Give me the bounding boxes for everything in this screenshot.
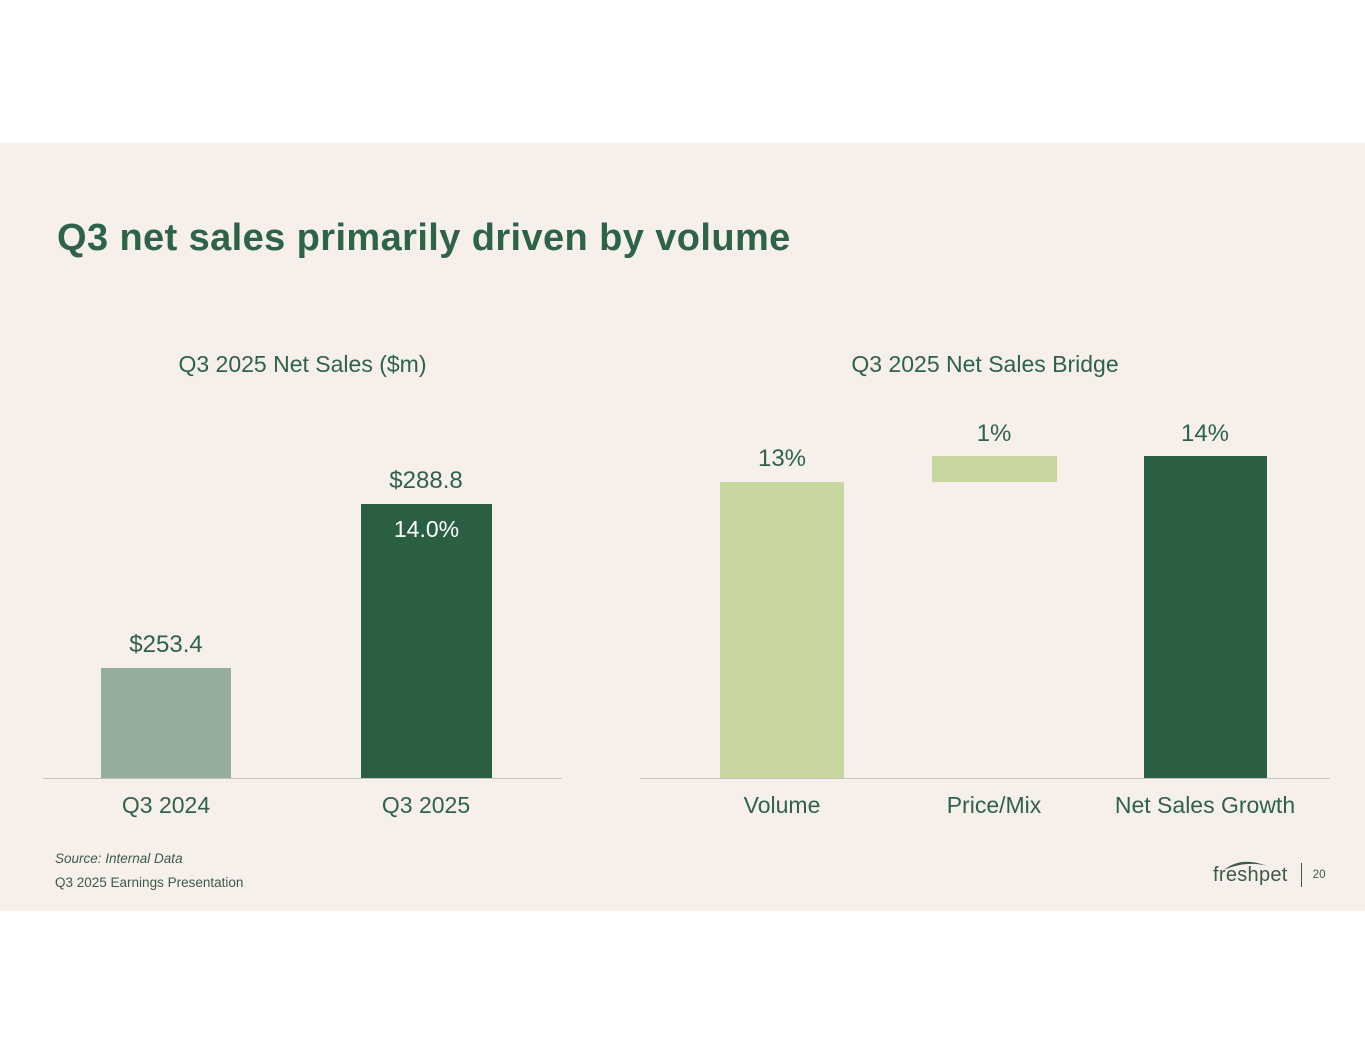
net-sales-growth-inner-label: 14.0% (393, 516, 460, 542)
freshpet-leaf-icon (1223, 855, 1269, 878)
freshpet-logo: freshpet (1213, 861, 1288, 887)
bridge-bar-price-mix (932, 456, 1057, 482)
bridge-axis-label-net-sales-growth: Net Sales Growth (1114, 792, 1296, 818)
net-sales-bar-q3-2025 (361, 504, 492, 778)
net-sales-value-q3-2025: $288.8 (389, 467, 463, 494)
bridge-bar-net-sales-growth (1144, 456, 1267, 778)
bridge-axis-label-price-mix: Price/Mix (946, 792, 1042, 818)
page-number: 20 (1312, 869, 1326, 881)
footer-logo-block: freshpet 20 (1213, 861, 1326, 887)
bridge-bar-volume (720, 482, 844, 778)
slide: Q3 net sales primarily driven by volume … (0, 143, 1365, 911)
bridge-value-net-sales-growth: 14% (1180, 420, 1230, 447)
footer-presentation-note: Q3 2025 Earnings Presentation (55, 875, 244, 890)
bridge-value-price-mix: 1% (976, 420, 1012, 447)
bridge-chart-baseline (640, 778, 1330, 779)
footer-divider (1300, 863, 1302, 887)
freshpet-wordmark-text: freshpet (1213, 863, 1288, 886)
bridge-chart-title: Q3 2025 Net Sales Bridge (851, 351, 1119, 377)
net-sales-axis-label-q3-2025: Q3 2025 (381, 792, 471, 818)
net-sales-axis-label-q3-2024: Q3 2024 (121, 792, 211, 818)
net-sales-bar-q3-2024 (101, 668, 231, 778)
net-sales-chart-title: Q3 2025 Net Sales ($m) (178, 351, 427, 377)
bridge-value-volume: 13% (757, 445, 807, 472)
slide-title: Q3 net sales primarily driven by volume (57, 217, 791, 259)
footer-source-note: Source: Internal Data (55, 851, 183, 866)
bridge-axis-label-volume: Volume (743, 792, 821, 818)
net-sales-chart-baseline (43, 778, 562, 779)
net-sales-value-q3-2024: $253.4 (129, 631, 203, 658)
